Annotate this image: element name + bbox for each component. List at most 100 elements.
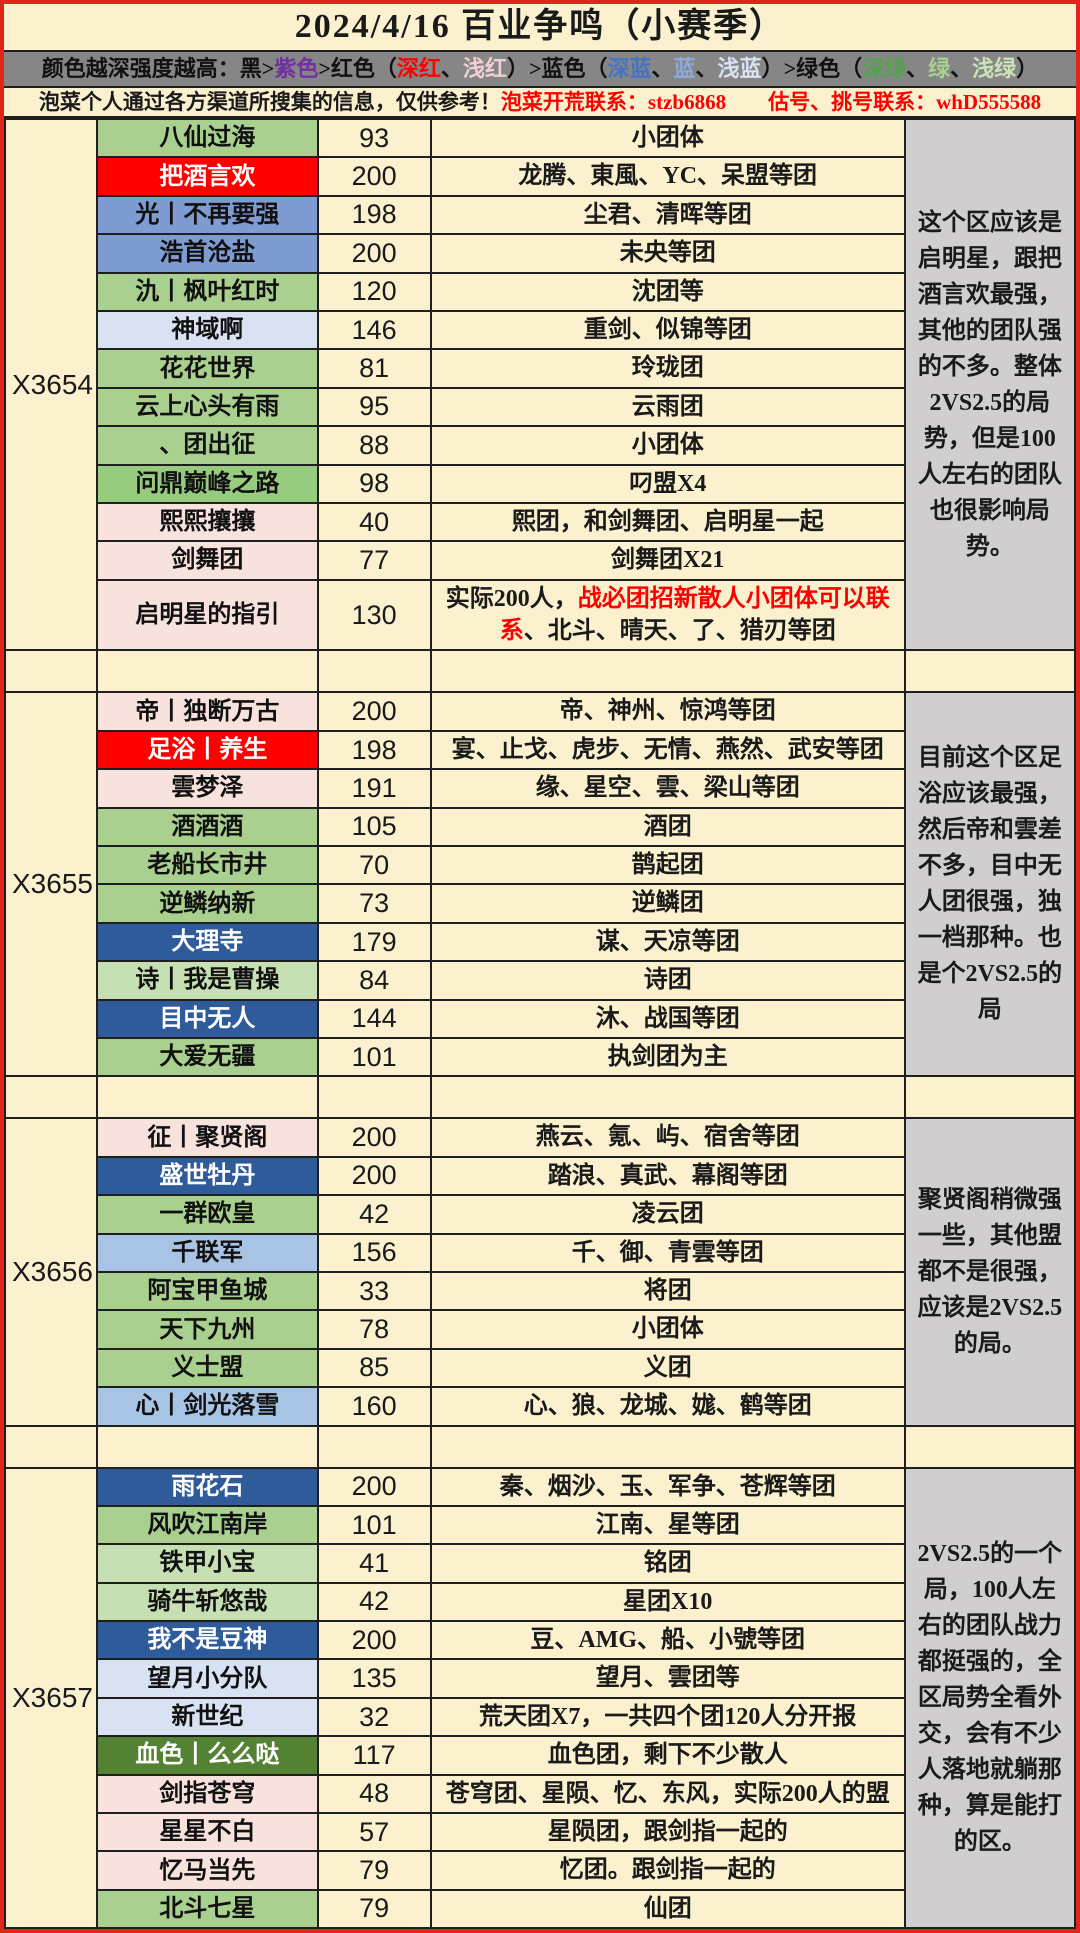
description-cell: 小团体: [429, 1309, 906, 1350]
alliance-name-cell: 征丨聚贤阁: [96, 1117, 319, 1158]
description-cell: 忆团。跟剑指一起的: [429, 1850, 906, 1891]
member-count-cell: 200: [316, 1117, 432, 1158]
legend-segment: 紫色: [274, 56, 319, 81]
member-count-cell: 101: [316, 1036, 432, 1078]
notice-text: 泡菜个人通过各方渠道所搜集的信息，仅供参考！: [38, 90, 501, 114]
description-cell: 血色团，剩下不少散人: [429, 1735, 906, 1776]
alliance-name-cell: 一群欧皇: [96, 1194, 319, 1235]
member-count-cell: 198: [316, 194, 432, 236]
description-cell: 重剑、似锦等团: [429, 309, 906, 351]
legend-segment: 绿: [928, 56, 951, 81]
alliance-name-cell: 氿丨枫叶红时: [96, 271, 319, 312]
legend-segment: ）>蓝色（: [506, 56, 608, 81]
table-row: 启明星的指引 130 实际200人，战必团招新散人小团体可以联系、北斗、晴天、了、猎…: [5, 578, 1075, 652]
member-count-cell: 200: [316, 691, 432, 732]
server-cell: X3656: [3, 1117, 99, 1427]
alliance-name-cell: 盛世牡丹: [96, 1155, 319, 1197]
member-count-cell: 81: [316, 348, 432, 389]
section-note-cell: 这个区应该是启明星，跟把酒言欢最强，其他的团队强的不多。整体2VS2.5的局势，…: [903, 117, 1077, 652]
legend-segment: 深蓝: [607, 56, 652, 81]
alliance-name-cell: 老船长市井: [96, 845, 319, 886]
table-row: 义士盟 85 义团: [5, 1347, 1075, 1389]
alliance-name-cell: 风吹江南岸: [96, 1504, 319, 1546]
member-count-cell: 84: [316, 960, 432, 1001]
description-cell: 实际200人，战必团招新散人小团体可以联系、北斗、晴天、了、猎刃等团: [429, 578, 906, 652]
alliance-name-cell: 问鼎巅峰之路: [96, 463, 319, 504]
alliance-name-cell: 星星不白: [96, 1812, 319, 1853]
description-cell: 荒天团X7，一共四个团120人分开报: [429, 1696, 906, 1738]
description-cell: 义团: [429, 1347, 906, 1389]
member-count-cell: 200: [316, 233, 432, 274]
separator-cell: [903, 649, 1077, 694]
description-segment: 战必团招新散人小团体可以联系: [499, 585, 890, 645]
table-row: 千联军 156 千、御、青雲等团: [5, 1232, 1075, 1273]
separator-cell: [429, 649, 906, 694]
alliance-name-cell: 剑指苍穹: [96, 1773, 319, 1815]
description-cell: 小团体: [429, 425, 906, 466]
table-row: X3654 八仙过海 93 小团体 这个区应该是启明星，跟把酒言欢最强，其他的团队强的不…: [3, 117, 1077, 652]
section-note-cell: 聚贤阁稍微强一些，其他盟都不是很强，应该是2VS2.5的局。: [903, 1117, 1077, 1427]
description-cell: 谋、天凉等团: [429, 921, 906, 963]
alliance-name-cell: 忆马当先: [96, 1850, 319, 1891]
description-cell: 沐、战国等团: [429, 998, 906, 1039]
separator-cell: [429, 1075, 906, 1120]
table-row: 我不是豆神 200 豆、AMG、船、小號等团: [5, 1620, 1075, 1661]
member-count-cell: 135: [316, 1658, 432, 1699]
table-row: 盛世牡丹 200 踏浪、真武、幕阁等团: [5, 1155, 1075, 1197]
alliance-name-cell: 千联军: [96, 1232, 319, 1273]
description-cell: 秦、烟沙、玉、军争、苍辉等团: [429, 1466, 906, 1507]
description-cell: 星陨团，跟剑指一起的: [429, 1812, 906, 1853]
member-count-cell: 42: [316, 1194, 432, 1235]
alliance-name-cell: 大理寺: [96, 921, 319, 963]
description-cell: 心、狼、龙城、娏、鹤等团: [429, 1386, 906, 1427]
alliance-name-cell: 剑舞团: [96, 540, 319, 581]
alliance-name-cell: 诗丨我是曹操: [96, 960, 319, 1001]
separator-cell: [3, 1424, 99, 1469]
description-cell: 叼盟X4: [429, 463, 906, 504]
separator-cell: [316, 1075, 432, 1120]
color-legend: 颜色越深强度越高：黑>紫色>红色（深红、浅红）>蓝色（深蓝、蓝、浅蓝）>绿色（深…: [4, 52, 1076, 88]
table-row: 把酒言欢 200 龙腾、東風、YC、呆盟等团: [5, 156, 1075, 197]
legend-segment: ）: [1016, 56, 1039, 81]
member-count-cell: 93: [316, 117, 432, 159]
legend-segment: 深绿: [862, 56, 907, 81]
alliance-name-cell: 神域啊: [96, 309, 319, 351]
separator-cell: [96, 649, 319, 694]
alliance-name-cell: 足浴丨养生: [96, 729, 319, 771]
legend-segment: 浅绿: [972, 56, 1017, 81]
description-cell: 望月、雲团等: [429, 1658, 906, 1699]
info-notice: 泡菜个人通过各方渠道所搜集的信息，仅供参考！泡菜开荒联系：stzb6868 估号…: [4, 88, 1076, 118]
description-cell: 燕云、氪、屿、宿舍等团: [429, 1117, 906, 1158]
table-row: 阿宝甲鱼城 33 将团: [5, 1270, 1075, 1312]
member-count-cell: 146: [316, 309, 432, 351]
description-cell: 逆鳞团: [429, 883, 906, 924]
description-cell: 帝、神州、惊鸿等团: [429, 691, 906, 732]
alliance-name-cell: 、团出征: [96, 425, 319, 466]
description-cell: 踏浪、真武、幕阁等团: [429, 1155, 906, 1197]
description-cell: 尘君、清晖等团: [429, 194, 906, 236]
table-row: X3657 雨花石 200 秦、烟沙、玉、军争、苍辉等团 2VS2.5的一个局，100人…: [3, 1466, 1077, 1930]
alliance-name-cell: 心丨剑光落雪: [96, 1386, 319, 1427]
server-cell: X3657: [3, 1466, 99, 1930]
section-note-cell: 目前这个区足浴应该最强，然后帝和雲差不多，目中无人团很强，独一档那种。也是个2V…: [903, 691, 1077, 1078]
member-count-cell: 200: [316, 1155, 432, 1197]
alliance-name-cell: 血色丨么么哒: [96, 1735, 319, 1776]
table-row: 光丨不再要强 198 尘君、清晖等团: [5, 194, 1075, 236]
table-row: 望月小分队 135 望月、雲团等: [5, 1658, 1075, 1699]
separator-cell: [429, 1424, 906, 1469]
member-count-cell: 33: [316, 1270, 432, 1312]
member-count-cell: 130: [316, 578, 432, 652]
member-count-cell: 70: [316, 845, 432, 886]
alliance-name-cell: 雨花石: [96, 1466, 319, 1507]
description-segment: 、北斗、晴天、了、猎刃等团: [523, 618, 836, 645]
alliance-name-cell: 目中无人: [96, 998, 319, 1039]
table-row: 熙熙攘攘 40 熙团，和剑舞团、启明星一起: [5, 501, 1075, 543]
table-row: 浩首沧盐 200 未央等团: [5, 233, 1075, 274]
member-count-cell: 200: [316, 1466, 432, 1507]
alliance-name-cell: 酒酒酒: [96, 806, 319, 848]
table-row: 星星不白 57 星陨团，跟剑指一起的: [5, 1812, 1075, 1853]
alliance-name-cell: 望月小分队: [96, 1658, 319, 1699]
legend-segment: 、: [651, 56, 674, 81]
member-count-cell: 78: [316, 1309, 432, 1350]
